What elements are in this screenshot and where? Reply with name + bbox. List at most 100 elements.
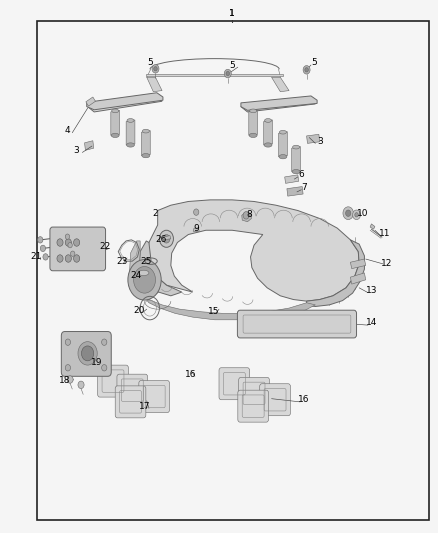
Circle shape: [163, 235, 170, 243]
Circle shape: [154, 67, 157, 71]
Circle shape: [305, 68, 308, 72]
Ellipse shape: [138, 270, 149, 276]
Polygon shape: [88, 96, 162, 112]
Text: 19: 19: [91, 358, 102, 367]
Ellipse shape: [142, 154, 150, 158]
Text: 3: 3: [74, 146, 80, 155]
Text: 22: 22: [99, 242, 111, 251]
Text: 1: 1: [229, 9, 235, 18]
Circle shape: [78, 381, 84, 389]
Circle shape: [102, 339, 107, 345]
Polygon shape: [86, 97, 95, 106]
Circle shape: [353, 210, 360, 220]
FancyBboxPatch shape: [117, 374, 148, 406]
Circle shape: [43, 254, 48, 260]
Text: 9: 9: [193, 224, 199, 232]
Text: 14: 14: [366, 319, 377, 327]
Polygon shape: [249, 110, 258, 135]
Polygon shape: [141, 131, 150, 156]
Text: 6: 6: [298, 171, 304, 179]
Polygon shape: [292, 147, 300, 172]
Circle shape: [159, 230, 173, 247]
Circle shape: [134, 266, 155, 293]
Ellipse shape: [127, 143, 134, 147]
Polygon shape: [307, 240, 364, 306]
Polygon shape: [307, 134, 320, 143]
Polygon shape: [370, 224, 375, 229]
Circle shape: [102, 365, 107, 371]
Ellipse shape: [293, 145, 300, 149]
Polygon shape: [285, 175, 299, 183]
Polygon shape: [139, 241, 182, 296]
Polygon shape: [287, 187, 303, 196]
Text: 8: 8: [246, 210, 252, 219]
Text: 24: 24: [130, 271, 141, 279]
Polygon shape: [241, 96, 317, 110]
Circle shape: [243, 212, 249, 219]
Text: 16: 16: [185, 370, 196, 378]
Polygon shape: [111, 110, 120, 135]
Ellipse shape: [111, 133, 119, 138]
Circle shape: [65, 239, 71, 246]
Text: 26: 26: [155, 236, 167, 244]
Circle shape: [40, 245, 46, 252]
Ellipse shape: [250, 109, 257, 112]
Circle shape: [68, 243, 72, 248]
Circle shape: [57, 239, 63, 246]
Circle shape: [152, 64, 159, 73]
Text: 12: 12: [381, 260, 392, 268]
Polygon shape: [241, 99, 315, 112]
Circle shape: [226, 71, 230, 76]
Polygon shape: [264, 120, 272, 145]
Circle shape: [65, 255, 71, 262]
Polygon shape: [147, 77, 162, 92]
Text: 11: 11: [379, 230, 390, 238]
Circle shape: [194, 209, 199, 215]
Circle shape: [78, 342, 97, 365]
Polygon shape: [126, 120, 135, 145]
Polygon shape: [87, 93, 163, 110]
FancyBboxPatch shape: [238, 390, 268, 422]
Circle shape: [343, 207, 353, 220]
Polygon shape: [193, 228, 199, 231]
Polygon shape: [272, 77, 289, 92]
Circle shape: [346, 210, 351, 216]
Text: 23: 23: [116, 257, 127, 265]
Circle shape: [224, 69, 231, 78]
Polygon shape: [85, 141, 94, 150]
Text: 1: 1: [229, 10, 235, 18]
Text: 20: 20: [134, 306, 145, 314]
FancyBboxPatch shape: [98, 365, 128, 397]
Ellipse shape: [127, 118, 134, 122]
Circle shape: [67, 376, 73, 383]
Polygon shape: [130, 241, 159, 300]
Text: 5: 5: [147, 59, 153, 67]
Polygon shape: [147, 200, 359, 301]
Text: 2: 2: [153, 209, 158, 217]
Circle shape: [65, 234, 70, 239]
Polygon shape: [163, 236, 171, 240]
Ellipse shape: [249, 133, 257, 138]
FancyBboxPatch shape: [239, 377, 269, 409]
Text: 7: 7: [301, 183, 307, 192]
Polygon shape: [350, 259, 366, 269]
FancyBboxPatch shape: [260, 384, 290, 416]
Circle shape: [65, 365, 71, 371]
Ellipse shape: [112, 109, 119, 112]
Text: 16: 16: [298, 395, 310, 404]
Circle shape: [355, 213, 358, 217]
Text: 3: 3: [317, 137, 323, 146]
Polygon shape: [350, 273, 366, 284]
Circle shape: [71, 251, 75, 256]
Text: 17: 17: [139, 402, 150, 410]
Circle shape: [128, 260, 161, 300]
Bar: [37, 21, 429, 520]
Ellipse shape: [292, 169, 300, 174]
Text: 21: 21: [31, 253, 42, 261]
Text: 13: 13: [366, 286, 377, 295]
FancyBboxPatch shape: [61, 332, 111, 376]
Text: 15: 15: [208, 308, 219, 316]
Text: 4: 4: [64, 126, 70, 135]
Polygon shape: [145, 298, 315, 320]
Text: 5: 5: [311, 59, 318, 67]
